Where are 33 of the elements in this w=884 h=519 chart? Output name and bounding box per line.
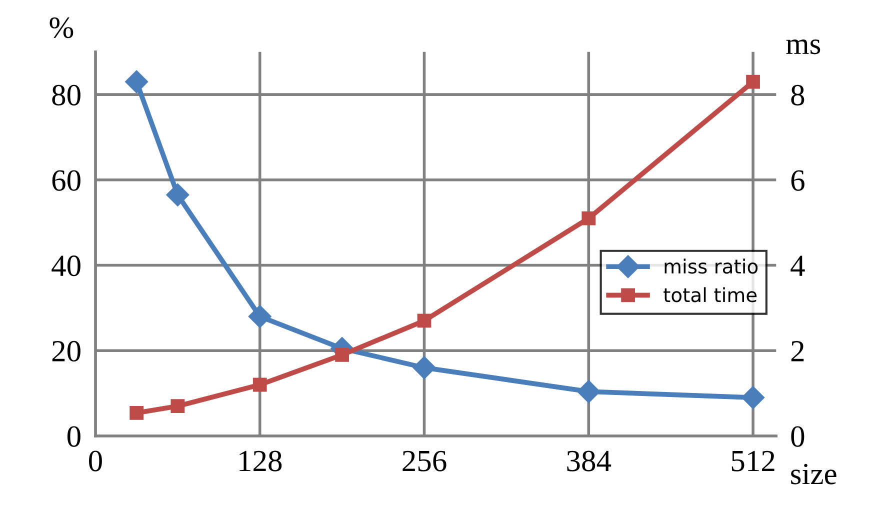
point <box>248 304 272 328</box>
point <box>412 356 436 380</box>
point <box>746 74 760 89</box>
point <box>582 211 596 226</box>
y2-tick-label: 8 <box>791 84 804 106</box>
x-tick-label: 256 <box>402 450 446 472</box>
y-axis-title: % <box>50 17 74 38</box>
point <box>166 183 190 206</box>
y-tick-label: 60 <box>52 170 80 191</box>
y-tick-label: 40 <box>52 256 80 276</box>
point <box>170 399 185 414</box>
point <box>130 406 144 420</box>
x-tick-label: 128 <box>240 450 282 472</box>
legend-label: miss ratio <box>664 258 758 274</box>
point <box>417 314 432 328</box>
x-axis-title: size <box>791 464 836 484</box>
x-tick-label: 0 <box>89 450 102 472</box>
y-tick-label: 80 <box>52 84 80 106</box>
x-tick-label: 384 <box>567 450 612 472</box>
point <box>125 70 148 94</box>
y2-tick-label: 2 <box>791 340 804 362</box>
point <box>252 378 267 392</box>
point <box>577 380 600 404</box>
y2-tick-label: 4 <box>790 256 805 276</box>
y2-tick-label: 6 <box>791 170 804 191</box>
point <box>742 386 765 410</box>
y2-tick-label: 0 <box>791 426 804 447</box>
y2-axis-title: ms <box>786 40 820 54</box>
x-tick-label: 512 <box>732 450 774 472</box>
y-tick-label: 20 <box>52 340 80 362</box>
y-tick-label: 0 <box>67 426 80 447</box>
legend-label: total time <box>664 287 757 302</box>
point <box>335 348 350 362</box>
